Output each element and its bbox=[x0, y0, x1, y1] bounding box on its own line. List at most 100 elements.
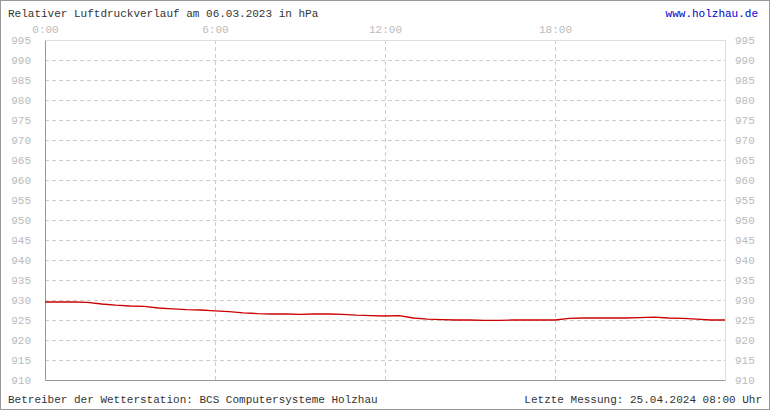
tick: 995 bbox=[725, 35, 755, 47]
grid-line-y bbox=[45, 240, 725, 241]
tick-label: 925 bbox=[11, 315, 31, 327]
x-axis-bottom bbox=[46, 380, 726, 381]
tick: 955 bbox=[11, 195, 45, 207]
tick: 18:00 bbox=[539, 24, 572, 40]
tick-label: 965 bbox=[735, 155, 755, 167]
last-measurement: Letzte Messung: 25.04.2024 08:00 Uhr bbox=[524, 394, 762, 406]
tick: 940 bbox=[11, 255, 45, 267]
tick: 970 bbox=[11, 135, 45, 147]
tick-label: 940 bbox=[735, 255, 755, 267]
tick: 925 bbox=[11, 315, 45, 327]
chart: 910 915 920 925 930 935 940 945 950 955 960 965 970 9… bbox=[0, 0, 770, 410]
tick-label: 910 bbox=[11, 375, 31, 387]
tick: 915 bbox=[725, 355, 755, 367]
tick-label: 985 bbox=[735, 75, 755, 87]
axis-line bbox=[46, 40, 726, 41]
tick: 940 bbox=[725, 255, 755, 267]
tick: 950 bbox=[11, 215, 45, 227]
grid-line-y bbox=[45, 360, 725, 361]
tick: 980 bbox=[725, 95, 755, 107]
tick-label: 940 bbox=[11, 255, 31, 267]
grid-line-y bbox=[45, 220, 725, 221]
tick: 985 bbox=[11, 75, 45, 87]
axis-line bbox=[45, 41, 46, 381]
tick-label: 920 bbox=[11, 335, 31, 347]
tick-label: 965 bbox=[11, 155, 31, 167]
tick: 935 bbox=[11, 275, 45, 287]
tick-label: 0:00 bbox=[32, 24, 58, 36]
tick-label: 935 bbox=[735, 275, 755, 287]
x-axis: 0:00 6:00 12:00 18:00 bbox=[32, 24, 725, 41]
tick: 945 bbox=[11, 235, 45, 247]
tick-label: 910 bbox=[735, 375, 755, 387]
operator: Betreiber der Wetterstation: BCS Compute… bbox=[8, 394, 378, 406]
frame bbox=[1, 1, 770, 410]
tick-label: 930 bbox=[11, 295, 31, 307]
tick-label: 915 bbox=[735, 355, 755, 367]
plot-area bbox=[45, 302, 725, 320]
tick: 12:00 bbox=[369, 24, 402, 40]
tick-label: 960 bbox=[11, 175, 31, 187]
tick: 950 bbox=[725, 215, 755, 227]
tick: 6:00 bbox=[202, 24, 228, 40]
tick-label: 975 bbox=[735, 115, 755, 127]
tick-label: 920 bbox=[735, 335, 755, 347]
tick-label: 12:00 bbox=[369, 24, 402, 36]
grid-line-y bbox=[45, 200, 725, 201]
grid-line-y bbox=[45, 100, 725, 101]
tick-label: 980 bbox=[735, 95, 755, 107]
tick-label: 955 bbox=[11, 195, 31, 207]
tick-label: 970 bbox=[11, 135, 31, 147]
tick-label: 945 bbox=[11, 235, 31, 247]
grid-line-x bbox=[45, 40, 46, 380]
tick-label: 935 bbox=[11, 275, 31, 287]
tick-label: 995 bbox=[735, 35, 755, 47]
tick-label: 6:00 bbox=[202, 24, 228, 36]
tick-label: 930 bbox=[735, 295, 755, 307]
tick-label: 925 bbox=[735, 315, 755, 327]
tick-label: 985 bbox=[11, 75, 31, 87]
grid-line-y bbox=[45, 80, 725, 81]
tick: 930 bbox=[725, 295, 755, 307]
tick: 975 bbox=[11, 115, 45, 127]
axis-line bbox=[725, 41, 726, 381]
tick: 990 bbox=[725, 55, 755, 67]
website: www.holzhau.de bbox=[666, 8, 758, 20]
grid-line-x bbox=[555, 40, 556, 380]
grid-line-x bbox=[385, 40, 386, 380]
tick: 985 bbox=[725, 75, 755, 87]
grid-line-y bbox=[45, 380, 725, 381]
tick: 960 bbox=[725, 175, 755, 187]
tick: 995 bbox=[11, 35, 45, 47]
tick-label: 915 bbox=[11, 355, 31, 367]
tick-label: 990 bbox=[735, 55, 755, 67]
grid bbox=[45, 40, 725, 381]
axis-line bbox=[46, 380, 726, 381]
tick-label: 960 bbox=[735, 175, 755, 187]
tick: 965 bbox=[725, 155, 755, 167]
tick: 980 bbox=[11, 95, 45, 107]
grid-line-x bbox=[215, 40, 216, 380]
pressure-line bbox=[45, 302, 725, 320]
tick-label: 945 bbox=[735, 235, 755, 247]
tick-label: 995 bbox=[11, 35, 31, 47]
tick: 910 bbox=[11, 375, 45, 387]
tick: 930 bbox=[11, 295, 45, 307]
tick: 990 bbox=[11, 55, 45, 67]
grid-line-y bbox=[45, 60, 725, 61]
tick-label: 980 bbox=[11, 95, 31, 107]
tick: 920 bbox=[725, 335, 755, 347]
tick-label: 970 bbox=[735, 135, 755, 147]
tick-label: 955 bbox=[735, 195, 755, 207]
tick: 910 bbox=[725, 375, 755, 387]
tick-label: 950 bbox=[11, 215, 31, 227]
tick: 965 bbox=[11, 155, 45, 167]
tick: 970 bbox=[725, 135, 755, 147]
tick: 0:00 bbox=[32, 24, 58, 40]
tick-label: 18:00 bbox=[539, 24, 572, 36]
tick: 955 bbox=[725, 195, 755, 207]
y-axis-left: 910 915 920 925 930 935 940 945 950 955 960 965 970 9… bbox=[11, 35, 45, 387]
title: Relativer Luftdruckverlauf am 06.03.2023… bbox=[8, 8, 319, 20]
tick: 945 bbox=[725, 235, 755, 247]
tick: 960 bbox=[11, 175, 45, 187]
